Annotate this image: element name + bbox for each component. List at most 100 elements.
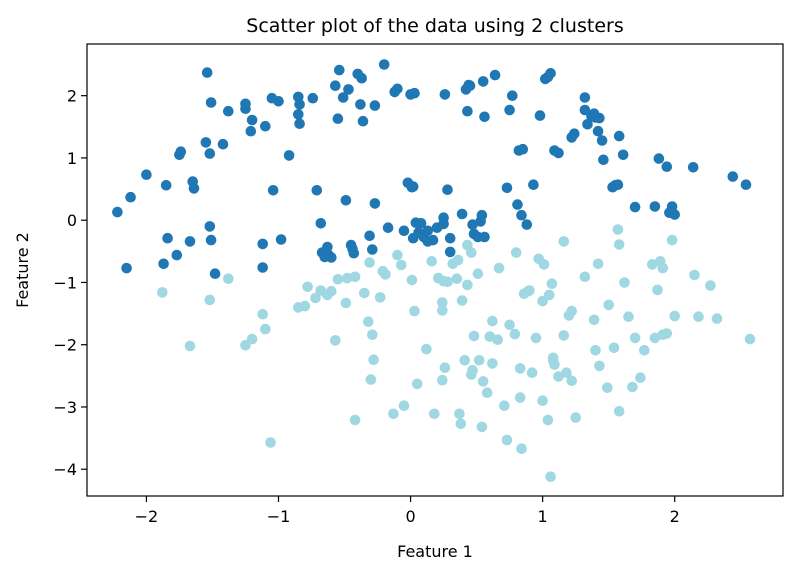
point-cluster-0-92 — [464, 80, 476, 91]
point-cluster-1-95 — [592, 258, 604, 270]
point-cluster-0-80 — [427, 234, 439, 246]
point-cluster-0-57 — [355, 99, 366, 110]
point-cluster-1-39 — [426, 255, 438, 267]
point-cluster-0-116 — [553, 147, 564, 159]
point-cluster-0-73 — [409, 87, 420, 99]
point-cluster-0-131 — [612, 179, 624, 190]
point-cluster-0-90 — [462, 105, 473, 117]
point-cluster-1-22 — [359, 287, 370, 299]
point-cluster-0-120 — [579, 104, 591, 116]
point-cluster-1-52 — [455, 418, 467, 430]
point-cluster-0-45 — [326, 252, 337, 263]
point-cluster-0-141 — [727, 171, 739, 182]
point-cluster-0-93 — [467, 219, 478, 230]
point-cluster-0-43 — [322, 241, 333, 253]
point-cluster-1-109 — [652, 284, 663, 296]
point-cluster-0-61 — [369, 198, 381, 209]
x-tick-label-3: 1 — [538, 507, 548, 526]
y-axis-label: Feature 2 — [13, 232, 32, 308]
point-cluster-0-134 — [629, 201, 641, 213]
point-cluster-1-45 — [437, 374, 448, 386]
point-cluster-0-49 — [337, 92, 349, 103]
point-cluster-0-140 — [687, 162, 699, 173]
point-cluster-1-63 — [476, 421, 488, 433]
point-cluster-0-30 — [267, 185, 279, 196]
point-cluster-1-124 — [647, 259, 658, 270]
y-tick-label-4: 0 — [67, 211, 77, 230]
point-cluster-1-36 — [409, 305, 420, 317]
point-cluster-0-126 — [594, 112, 605, 124]
point-cluster-0-7 — [171, 249, 183, 261]
point-cluster-1-116 — [693, 311, 704, 323]
point-cluster-1-27 — [368, 354, 379, 366]
point-cluster-0-79 — [422, 225, 434, 237]
point-cluster-1-24 — [364, 257, 375, 268]
point-cluster-1-104 — [627, 381, 638, 393]
point-cluster-0-54 — [348, 247, 360, 259]
point-cluster-0-19 — [209, 268, 221, 280]
point-cluster-0-2 — [125, 191, 136, 203]
point-cluster-0-5 — [162, 232, 173, 244]
point-cluster-1-70 — [499, 400, 510, 412]
point-cluster-1-3 — [223, 273, 234, 285]
point-cluster-0-31 — [273, 96, 284, 107]
point-cluster-1-64 — [481, 387, 493, 399]
point-cluster-1-126 — [612, 224, 624, 235]
point-cluster-1-26 — [365, 374, 377, 385]
point-cluster-1-73 — [509, 328, 521, 340]
point-cluster-1-71 — [504, 319, 515, 331]
point-cluster-1-58 — [467, 364, 478, 376]
point-cluster-1-40 — [429, 408, 440, 420]
point-cluster-1-106 — [635, 372, 646, 384]
point-cluster-1-125 — [462, 239, 473, 251]
point-cluster-0-142 — [740, 179, 752, 190]
point-cluster-0-47 — [332, 113, 344, 124]
point-cluster-1-79 — [530, 332, 542, 344]
point-cluster-0-71 — [407, 181, 419, 192]
x-tick-label-1: −1 — [267, 507, 291, 526]
point-cluster-1-32 — [392, 249, 403, 261]
x-axis: −2 −1 0 1 2 — [135, 496, 680, 526]
point-cluster-0-50 — [340, 195, 352, 206]
point-cluster-0-86 — [444, 232, 456, 244]
point-cluster-0-35 — [294, 99, 305, 110]
point-cluster-1-103 — [623, 311, 634, 323]
point-cluster-1-120 — [545, 471, 556, 483]
point-cluster-0-14 — [200, 137, 212, 148]
point-cluster-0-114 — [545, 68, 556, 79]
point-cluster-1-35 — [406, 274, 418, 286]
point-cluster-0-64 — [382, 222, 394, 233]
point-cluster-0-132 — [613, 130, 625, 142]
point-cluster-1-98 — [603, 299, 614, 311]
point-cluster-1-82 — [543, 289, 555, 301]
x-tick-label-0: −2 — [135, 507, 159, 526]
y-tick-label-2: −2 — [53, 336, 77, 355]
point-cluster-0-3 — [141, 169, 152, 180]
point-cluster-0-108 — [517, 143, 529, 155]
point-cluster-1-50 — [452, 254, 464, 266]
point-cluster-1-59 — [468, 330, 480, 342]
point-cluster-1-107 — [639, 345, 650, 356]
point-cluster-1-67 — [487, 358, 498, 369]
point-cluster-1-49 — [451, 273, 463, 285]
point-cluster-0-87 — [444, 246, 456, 258]
point-cluster-0-24 — [245, 125, 257, 137]
point-cluster-0-33 — [283, 150, 295, 161]
x-axis-label: Feature 1 — [397, 542, 473, 561]
point-cluster-1-12 — [310, 292, 321, 304]
point-cluster-1-113 — [666, 234, 678, 246]
point-cluster-1-21 — [349, 414, 361, 426]
point-cluster-0-32 — [275, 234, 287, 245]
point-cluster-1-33 — [396, 259, 407, 271]
point-cluster-1-121 — [516, 443, 527, 455]
point-cluster-0-137 — [661, 161, 673, 172]
point-cluster-1-20 — [349, 271, 361, 283]
point-cluster-1-11 — [302, 281, 313, 293]
point-cluster-1-78 — [526, 367, 538, 379]
point-cluster-1-74 — [514, 363, 526, 374]
point-cluster-1-112 — [661, 328, 673, 339]
chart-title: Scatter plot of the data using 2 cluster… — [246, 15, 623, 37]
point-cluster-0-84 — [439, 89, 451, 100]
point-cluster-1-93 — [588, 314, 600, 326]
point-cluster-0-25 — [246, 114, 258, 126]
